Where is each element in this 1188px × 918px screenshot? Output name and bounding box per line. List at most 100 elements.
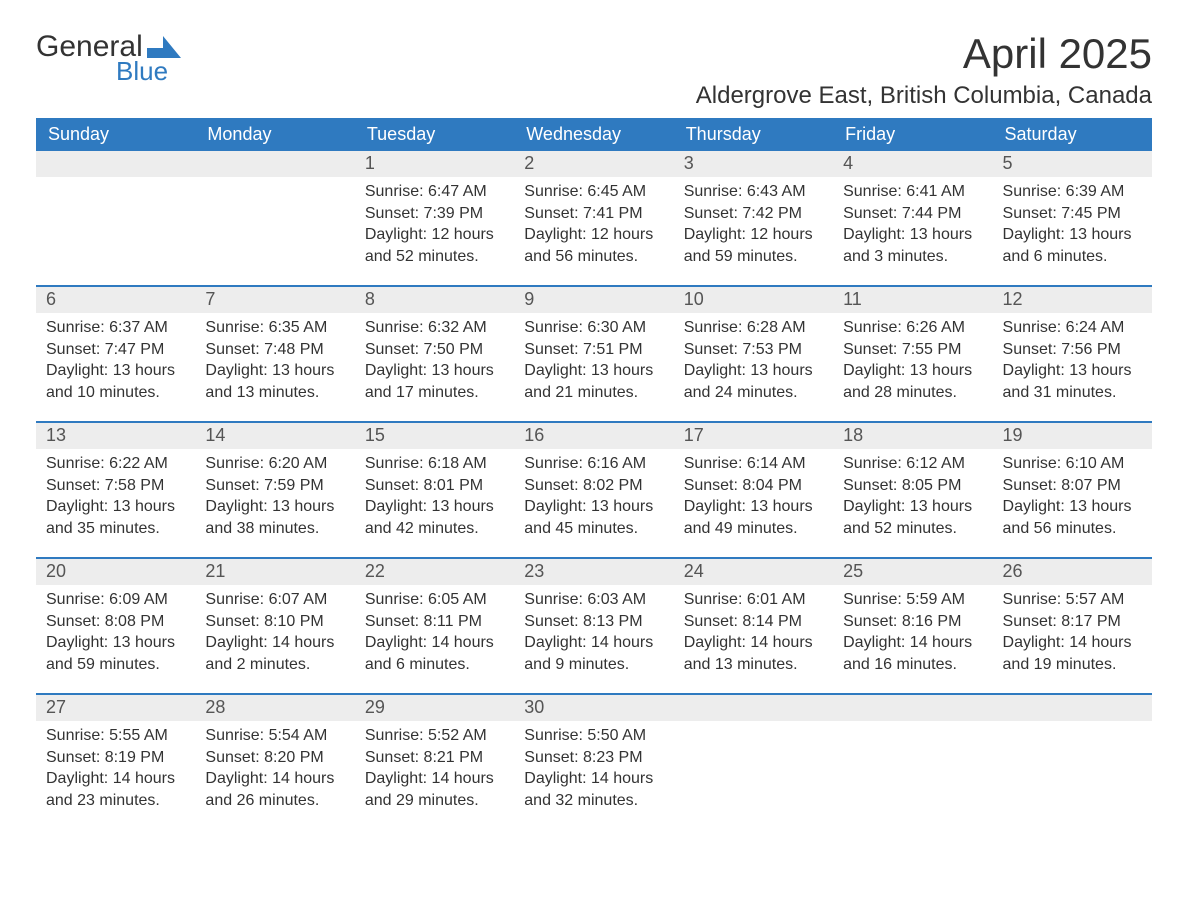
sunrise-text: Sunrise: 6:30 AM (524, 317, 663, 339)
day-header: Sunday (36, 118, 195, 151)
dl1-text: Daylight: 13 hours (1003, 224, 1142, 246)
sunrise-text: Sunrise: 6:07 AM (205, 589, 344, 611)
dl2-text: and 24 minutes. (684, 382, 823, 404)
day-number (195, 151, 354, 177)
day-cell: Sunrise: 6:43 AMSunset: 7:42 PMDaylight:… (674, 177, 833, 285)
location: Aldergrove East, British Columbia, Canad… (696, 82, 1152, 110)
day-cell: Sunrise: 6:47 AMSunset: 7:39 PMDaylight:… (355, 177, 514, 285)
dl1-text: Daylight: 13 hours (684, 360, 823, 382)
dl1-text: Daylight: 13 hours (843, 496, 982, 518)
dl2-text: and 16 minutes. (843, 654, 982, 676)
day-number: 18 (833, 423, 992, 449)
day-number: 23 (514, 559, 673, 585)
day-cell (674, 721, 833, 829)
header: General Blue April 2025 Aldergrove East,… (36, 30, 1152, 110)
day-cell: Sunrise: 6:45 AMSunset: 7:41 PMDaylight:… (514, 177, 673, 285)
dl2-text: and 29 minutes. (365, 790, 504, 812)
sunset-text: Sunset: 7:56 PM (1003, 339, 1142, 361)
sunset-text: Sunset: 8:16 PM (843, 611, 982, 633)
dl2-text: and 49 minutes. (684, 518, 823, 540)
sunrise-text: Sunrise: 6:26 AM (843, 317, 982, 339)
dl2-text: and 38 minutes. (205, 518, 344, 540)
dl2-text: and 3 minutes. (843, 246, 982, 268)
day-cell: Sunrise: 6:14 AMSunset: 8:04 PMDaylight:… (674, 449, 833, 557)
sunrise-text: Sunrise: 6:10 AM (1003, 453, 1142, 475)
sunrise-text: Sunrise: 6:09 AM (46, 589, 185, 611)
day-cell: Sunrise: 6:28 AMSunset: 7:53 PMDaylight:… (674, 313, 833, 421)
day-number: 20 (36, 559, 195, 585)
day-number: 5 (993, 151, 1152, 177)
daynum-row: 6789101112 (36, 287, 1152, 313)
dl2-text: and 23 minutes. (46, 790, 185, 812)
day-cell: Sunrise: 5:54 AMSunset: 8:20 PMDaylight:… (195, 721, 354, 829)
dl1-text: Daylight: 13 hours (46, 632, 185, 654)
day-cell: Sunrise: 5:59 AMSunset: 8:16 PMDaylight:… (833, 585, 992, 693)
dl2-text: and 59 minutes. (46, 654, 185, 676)
daybody-row: Sunrise: 5:55 AMSunset: 8:19 PMDaylight:… (36, 721, 1152, 829)
month-title: April 2025 (696, 30, 1152, 78)
sunrise-text: Sunrise: 6:47 AM (365, 181, 504, 203)
day-number: 6 (36, 287, 195, 313)
dl1-text: Daylight: 13 hours (524, 360, 663, 382)
sunrise-text: Sunrise: 6:43 AM (684, 181, 823, 203)
dl2-text: and 52 minutes. (365, 246, 504, 268)
dl2-text: and 42 minutes. (365, 518, 504, 540)
day-number (674, 695, 833, 721)
calendar-head: SundayMondayTuesdayWednesdayThursdayFrid… (36, 118, 1152, 151)
day-cell: Sunrise: 6:03 AMSunset: 8:13 PMDaylight:… (514, 585, 673, 693)
dl1-text: Daylight: 13 hours (365, 496, 504, 518)
day-number: 27 (36, 695, 195, 721)
sunrise-text: Sunrise: 5:54 AM (205, 725, 344, 747)
sunset-text: Sunset: 7:47 PM (46, 339, 185, 361)
dl2-text: and 35 minutes. (46, 518, 185, 540)
day-number: 8 (355, 287, 514, 313)
sunrise-text: Sunrise: 6:16 AM (524, 453, 663, 475)
day-number: 22 (355, 559, 514, 585)
dl1-text: Daylight: 13 hours (1003, 360, 1142, 382)
day-cell (195, 177, 354, 285)
day-number: 10 (674, 287, 833, 313)
day-number: 1 (355, 151, 514, 177)
dl1-text: Daylight: 12 hours (524, 224, 663, 246)
sunset-text: Sunset: 7:48 PM (205, 339, 344, 361)
dl1-text: Daylight: 14 hours (843, 632, 982, 654)
day-number: 3 (674, 151, 833, 177)
dl2-text: and 21 minutes. (524, 382, 663, 404)
day-cell: Sunrise: 5:50 AMSunset: 8:23 PMDaylight:… (514, 721, 673, 829)
sunset-text: Sunset: 8:17 PM (1003, 611, 1142, 633)
sunset-text: Sunset: 7:42 PM (684, 203, 823, 225)
daybody-row: Sunrise: 6:37 AMSunset: 7:47 PMDaylight:… (36, 313, 1152, 422)
day-cell: Sunrise: 6:07 AMSunset: 8:10 PMDaylight:… (195, 585, 354, 693)
day-number: 28 (195, 695, 354, 721)
day-number: 13 (36, 423, 195, 449)
sunrise-text: Sunrise: 6:32 AM (365, 317, 504, 339)
sunrise-text: Sunrise: 5:57 AM (1003, 589, 1142, 611)
dl2-text: and 6 minutes. (1003, 246, 1142, 268)
dl1-text: Daylight: 13 hours (843, 360, 982, 382)
sunrise-text: Sunrise: 6:14 AM (684, 453, 823, 475)
sunset-text: Sunset: 7:50 PM (365, 339, 504, 361)
sunset-text: Sunset: 8:02 PM (524, 475, 663, 497)
day-cell: Sunrise: 6:39 AMSunset: 7:45 PMDaylight:… (993, 177, 1152, 285)
dl1-text: Daylight: 14 hours (524, 632, 663, 654)
day-number: 4 (833, 151, 992, 177)
day-cell: Sunrise: 6:32 AMSunset: 7:50 PMDaylight:… (355, 313, 514, 421)
day-header: Tuesday (355, 118, 514, 151)
sunset-text: Sunset: 7:55 PM (843, 339, 982, 361)
sunrise-text: Sunrise: 5:59 AM (843, 589, 982, 611)
day-cell (833, 721, 992, 829)
sunrise-text: Sunrise: 6:28 AM (684, 317, 823, 339)
sunset-text: Sunset: 8:21 PM (365, 747, 504, 769)
sunset-text: Sunset: 8:01 PM (365, 475, 504, 497)
sunrise-text: Sunrise: 6:12 AM (843, 453, 982, 475)
daybody-row: Sunrise: 6:09 AMSunset: 8:08 PMDaylight:… (36, 585, 1152, 694)
day-cell: Sunrise: 5:55 AMSunset: 8:19 PMDaylight:… (36, 721, 195, 829)
sunset-text: Sunset: 7:39 PM (365, 203, 504, 225)
day-cell: Sunrise: 6:41 AMSunset: 7:44 PMDaylight:… (833, 177, 992, 285)
day-number: 19 (993, 423, 1152, 449)
day-cell: Sunrise: 6:24 AMSunset: 7:56 PMDaylight:… (993, 313, 1152, 421)
sunset-text: Sunset: 7:59 PM (205, 475, 344, 497)
day-number: 26 (993, 559, 1152, 585)
day-cell: Sunrise: 5:57 AMSunset: 8:17 PMDaylight:… (993, 585, 1152, 693)
day-number: 9 (514, 287, 673, 313)
